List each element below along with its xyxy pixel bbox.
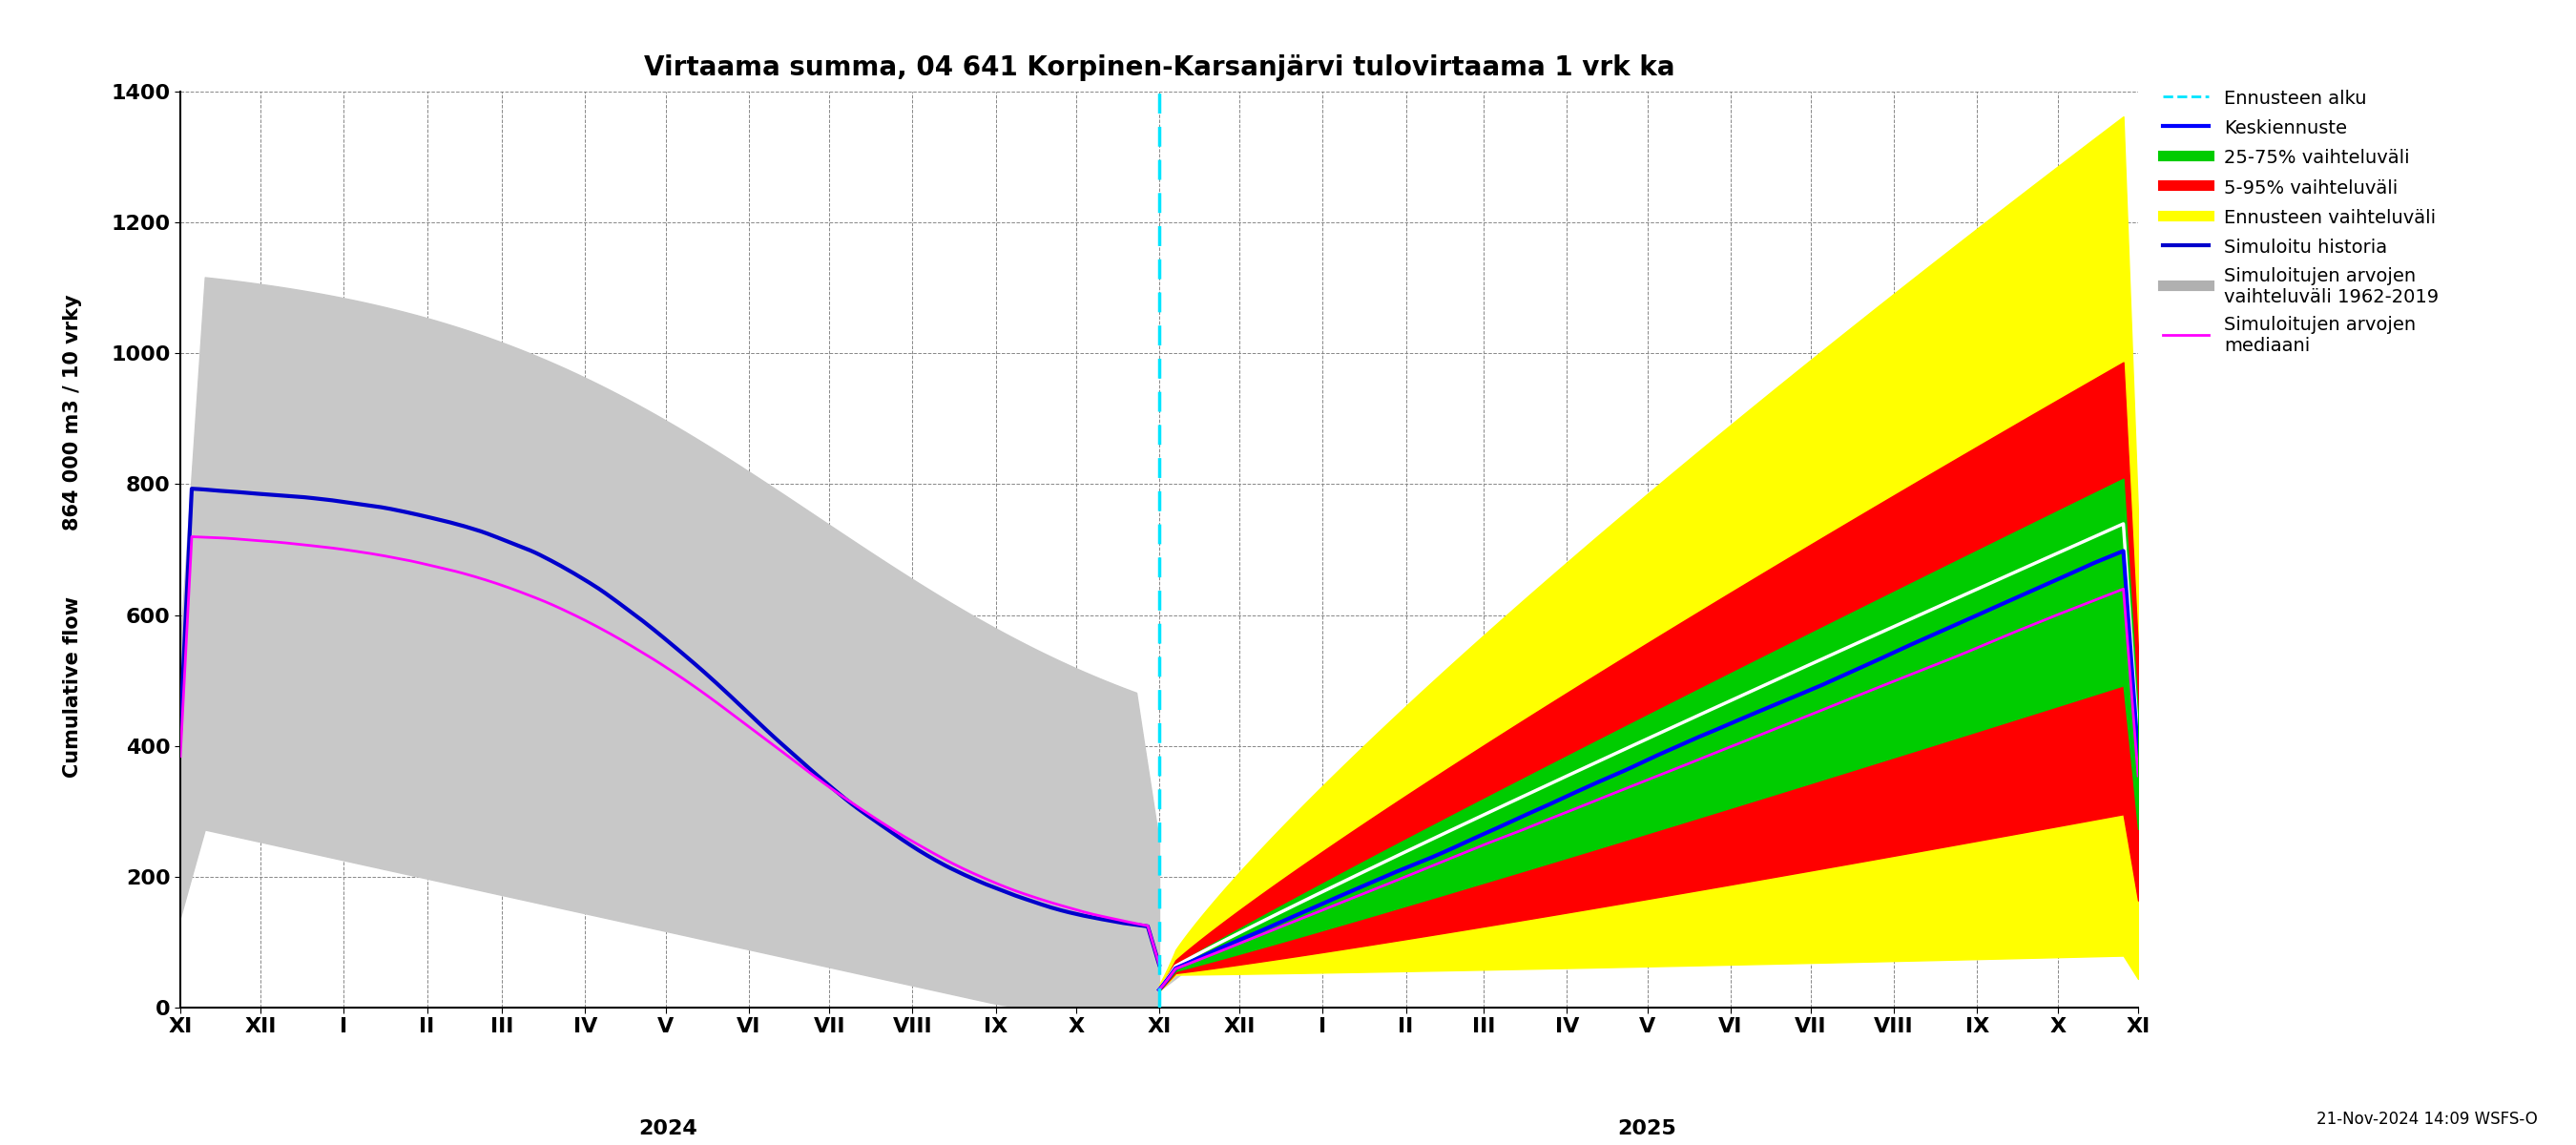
Legend: Ennusteen alku, Keskiennuste, 25-75% vaihteluväli, 5-95% vaihteluväli, Ennusteen: Ennusteen alku, Keskiennuste, 25-75% vai…	[2156, 82, 2445, 361]
Text: 2025: 2025	[1618, 1119, 1677, 1138]
Text: 2024: 2024	[639, 1119, 698, 1138]
Text: 21-Nov-2024 14:09 WSFS-O: 21-Nov-2024 14:09 WSFS-O	[2316, 1111, 2537, 1128]
Title: Virtaama summa, 04 641 Korpinen-Karsanjärvi tulovirtaama 1 vrk ka: Virtaama summa, 04 641 Korpinen-Karsanjä…	[644, 55, 1674, 81]
Text: 864 000 m3 / 10 vrky: 864 000 m3 / 10 vrky	[62, 294, 82, 530]
Text: Cumulative flow: Cumulative flow	[62, 597, 82, 777]
